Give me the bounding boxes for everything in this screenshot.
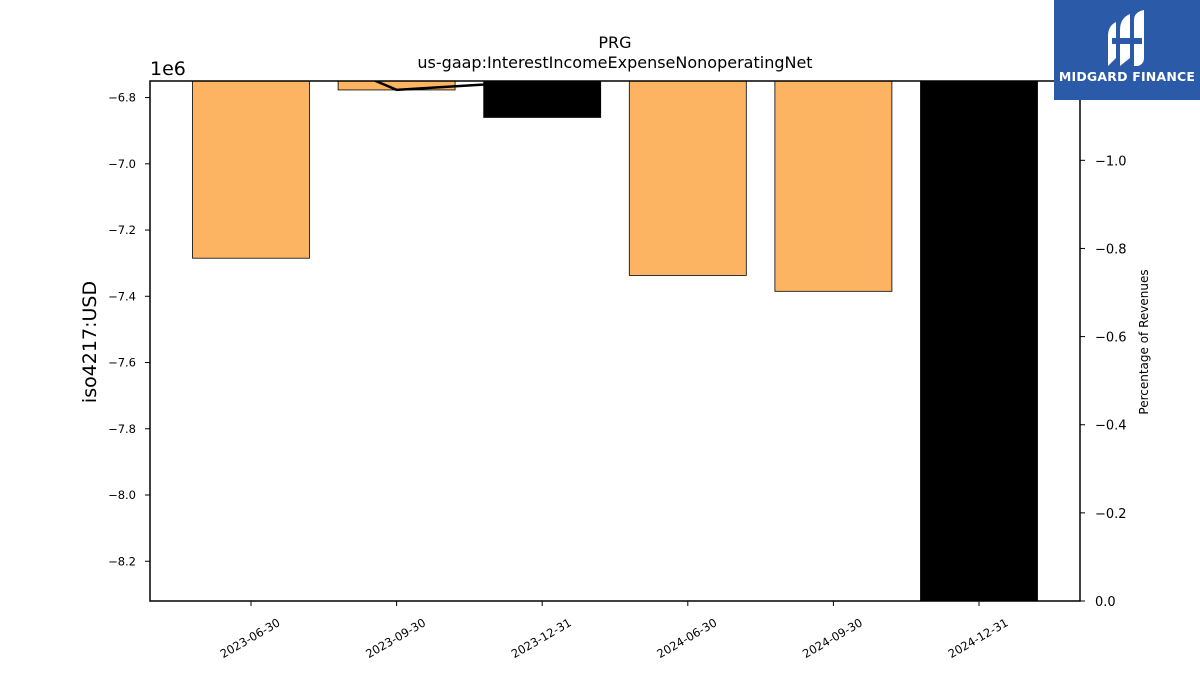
- midgard-logo-icon: [1108, 10, 1144, 66]
- bar-2024-09-30: [774, 81, 893, 292]
- bar-2023-12-31: [483, 81, 602, 118]
- x-tick-label: 2023-12-31: [509, 615, 574, 661]
- chart-title: PRG: [598, 33, 631, 52]
- y-tick-label: −7.4: [108, 289, 136, 303]
- brand-logo-text: MIDGARD FINANCE: [1058, 69, 1196, 84]
- y2-tick-label: −0.6: [1095, 331, 1127, 346]
- line-group: [372, 81, 543, 92]
- chart-subtitle: us-gaap:InterestIncomeExpenseNonoperatin…: [417, 53, 812, 72]
- brand-logo: MIDGARD FINANCE: [1054, 0, 1200, 100]
- y2-tick-label: −0.8: [1095, 242, 1127, 257]
- line-series-percentage-of-revenues: [372, 81, 543, 92]
- y-tick-label: −7.2: [108, 223, 136, 237]
- y-tick-label: −7.8: [108, 422, 136, 436]
- x-tick-label: 2024-12-31: [946, 615, 1011, 661]
- y-tick-label: −7.6: [108, 356, 136, 370]
- y2-tick-label: 0.0: [1095, 595, 1116, 610]
- y-tick-label: −8.0: [108, 488, 136, 502]
- x-tick-label: 2024-06-30: [654, 615, 719, 661]
- bars-group: [192, 81, 1038, 601]
- plot-frame: [149, 80, 1081, 602]
- bar-2023-06-30: [192, 81, 310, 259]
- y2-tick-label: −0.4: [1095, 419, 1127, 434]
- x-tick-label: 2024-09-30: [800, 615, 865, 661]
- bar-2024-06-30: [628, 81, 747, 276]
- y-offset-label: 1e6: [150, 58, 186, 80]
- x-tick-label: 2023-06-30: [218, 615, 283, 661]
- bar-2024-12-31: [920, 81, 1038, 601]
- y2-axis-label: Percentage of Revenues: [1137, 269, 1151, 414]
- x-tick-label: 2023-09-30: [363, 615, 428, 661]
- y-tick-label: −6.8: [108, 91, 136, 105]
- y2-tick-label: −0.2: [1095, 507, 1127, 522]
- y-axis-label: iso4217:USD: [79, 281, 101, 403]
- y-tick-label: −7.0: [108, 157, 136, 171]
- y2-tick-label: −1.0: [1095, 154, 1127, 169]
- y-tick-label: −8.2: [108, 554, 136, 568]
